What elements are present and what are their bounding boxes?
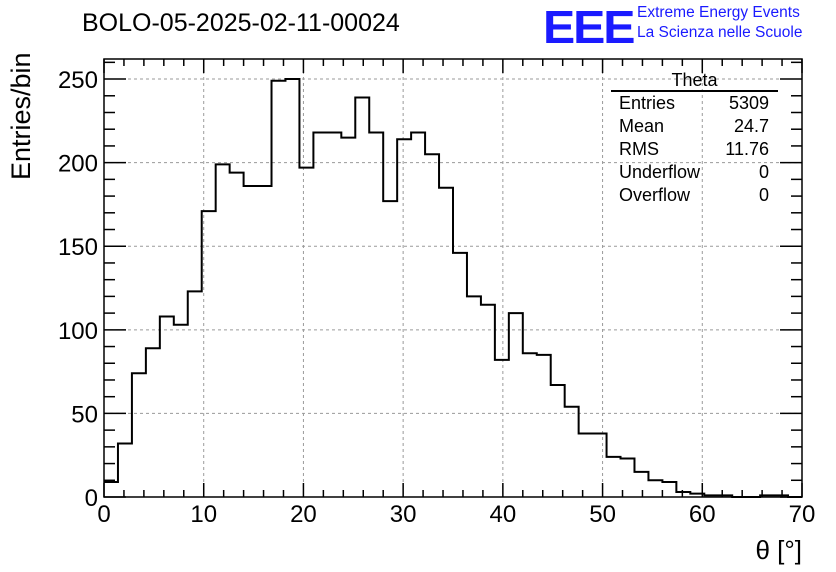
histogram-bin [230, 173, 244, 497]
plot-frame [103, 58, 803, 498]
stats-value: 24.7 [733, 116, 769, 136]
stats-label: Entries [619, 93, 676, 113]
histogram-bin [648, 480, 662, 497]
histogram-bin [285, 79, 299, 497]
stats-row-rms: RMS 11.76 [611, 138, 778, 161]
x-tick-label: 50 [589, 501, 616, 528]
stats-row-underflow: Underflow 0 [611, 161, 778, 184]
stats-label: Overflow [619, 185, 691, 205]
histogram-bin [634, 472, 648, 497]
x-axis-label: θ [°] [755, 535, 802, 565]
histogram-bin [607, 457, 621, 497]
histogram-bin [425, 154, 439, 497]
histogram-bin [188, 291, 202, 497]
x-tick-label: 60 [689, 501, 716, 528]
logo-line-1: Extreme Energy Events [637, 4, 800, 21]
histogram-bin [341, 138, 355, 497]
stats-row-entries: Entries 5309 [611, 92, 778, 115]
x-tick-label: 70 [789, 501, 816, 528]
histogram-bin [132, 373, 146, 497]
y-tick-label: 250 [58, 67, 98, 94]
y-tick-label: 100 [58, 318, 98, 345]
histogram-bin [579, 433, 593, 497]
stats-row-overflow: Overflow 0 [611, 184, 778, 207]
histogram-bin [118, 444, 132, 497]
histogram-bin [104, 482, 118, 497]
histogram-bin [299, 168, 313, 497]
histogram-bin [327, 133, 341, 497]
y-tick-label: 200 [58, 151, 98, 178]
histogram-bin [453, 253, 467, 497]
histogram-bin [565, 407, 579, 497]
histogram-bin [439, 188, 453, 497]
histogram-bin [495, 360, 509, 497]
histogram-bin [244, 186, 258, 497]
histogram-bin [216, 164, 230, 497]
stats-value: 0 [758, 185, 769, 205]
axis-ticks [103, 59, 803, 498]
histogram-bin [662, 482, 676, 497]
histogram-bin [509, 313, 523, 497]
histogram-bin [146, 348, 160, 497]
eee-logo-text: Extreme Energy Events La Scienza nelle S… [637, 3, 802, 43]
stats-label: Mean [619, 116, 665, 136]
histogram-bin [467, 296, 481, 497]
histogram-bin [411, 133, 425, 497]
x-tick-label: 20 [290, 501, 317, 528]
stats-label: RMS [619, 139, 659, 159]
histogram-bin [537, 355, 551, 497]
histogram-bin [593, 433, 607, 497]
histogram-bin [481, 305, 495, 497]
histogram-outline [104, 78, 802, 498]
y-tick-label: 150 [58, 234, 98, 261]
histogram-bin [397, 139, 411, 497]
x-tick-label: 40 [490, 501, 517, 528]
histogram-bin [355, 97, 369, 497]
histogram-bin [272, 81, 286, 497]
tick-labels: 0 10 20 30 40 50 60 70 0 50 100 150 200 250 [58, 67, 815, 528]
histogram-bin [523, 353, 537, 497]
x-tick-label: 10 [190, 501, 217, 528]
histogram-bin [383, 201, 397, 497]
eee-logo: EEE [543, 1, 635, 53]
histogram-bin [313, 133, 327, 497]
y-axis-label: Entries/bin [6, 52, 36, 180]
y-tick-label: 0 [85, 485, 98, 512]
stats-value: 11.76 [725, 139, 769, 159]
logo-line-2: La Scienza nelle Scuole [637, 24, 803, 41]
histogram-bin [369, 133, 383, 497]
histogram-bin [160, 316, 174, 497]
stats-box: Theta Entries 5309 Mean 24.7 RMS 11.76 U… [611, 70, 778, 207]
histogram-bin [258, 186, 272, 497]
x-tick-label: 30 [390, 501, 417, 528]
chart-title: BOLO-05-2025-02-11-00024 [82, 9, 400, 37]
stats-value: 5309 [728, 93, 769, 113]
stats-row-mean: Mean 24.7 [611, 115, 778, 138]
stats-label: Underflow [619, 162, 701, 182]
histogram-bin [174, 325, 188, 497]
stats-value: 0 [758, 162, 769, 182]
y-tick-label: 50 [71, 401, 98, 428]
grid-lines [104, 59, 802, 497]
histogram-bin [551, 385, 565, 497]
stats-title: Theta [611, 70, 778, 92]
x-tick-label: 0 [97, 501, 110, 528]
